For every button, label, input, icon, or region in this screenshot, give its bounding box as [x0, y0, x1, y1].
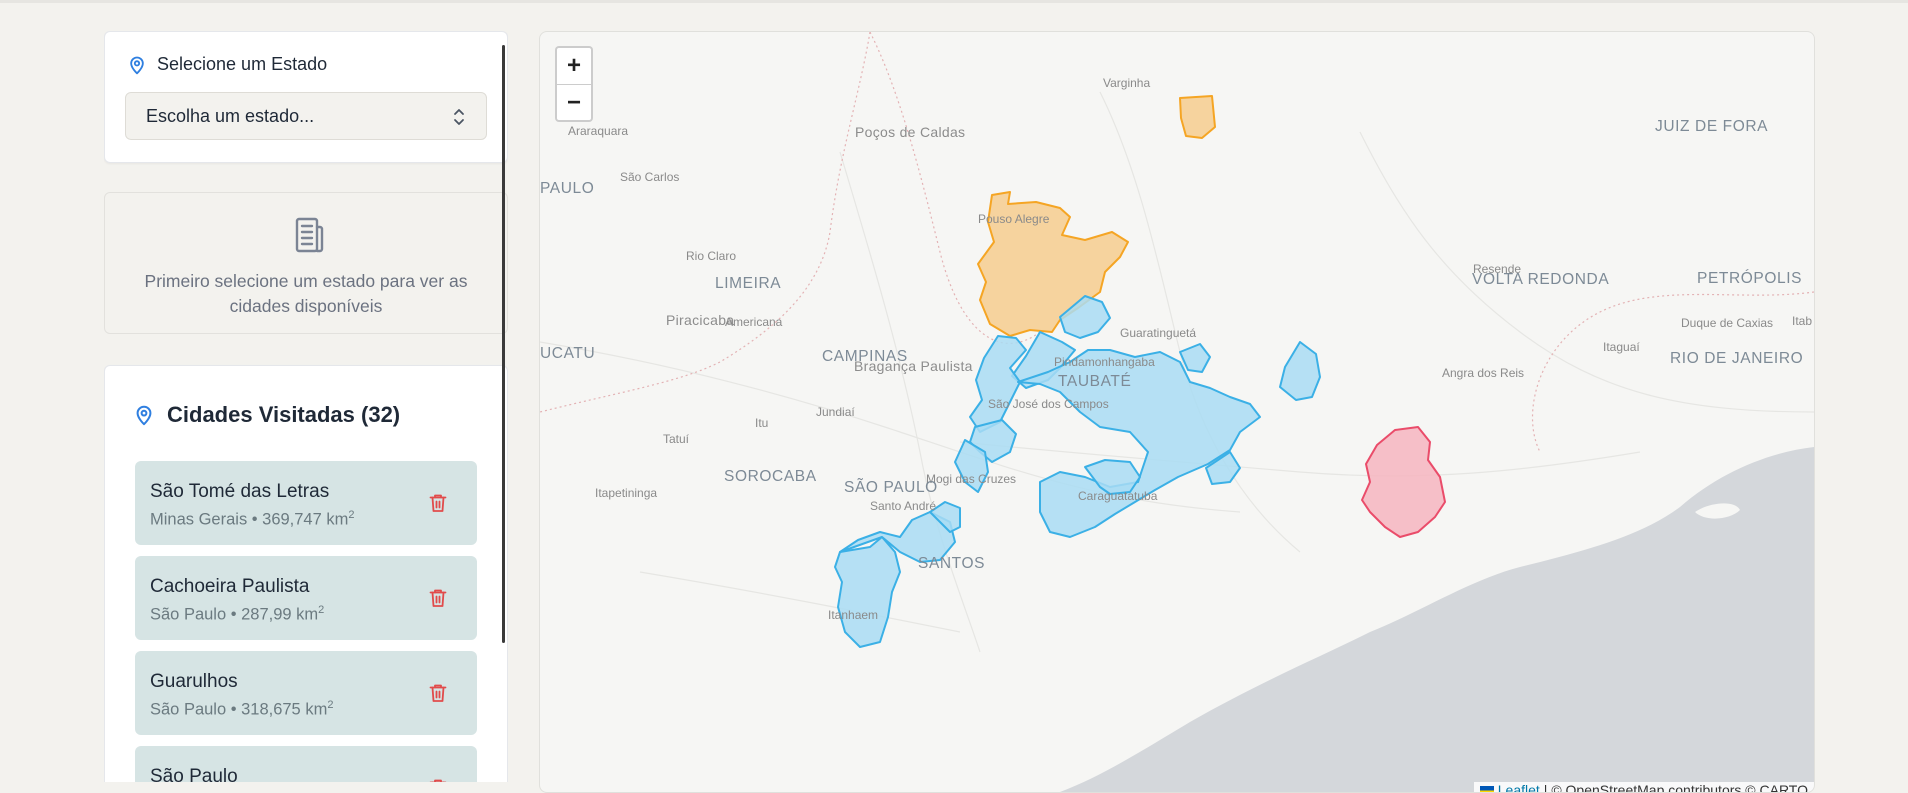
map-label-voltaredonda: VOLTA REDONDA [1472, 271, 1610, 288]
state-select[interactable]: Escolha um estado... [125, 92, 487, 140]
map-label-itab: Itab [1792, 314, 1813, 328]
visited-region-minas-gerais[interactable] [977, 191, 1129, 337]
map-label-pocos: Poços de Caldas [855, 124, 966, 140]
map-label-santoandre: Santo André [870, 499, 937, 513]
city-name: São Paulo [150, 766, 238, 782]
visited-region-sao-paulo[interactable] [1059, 295, 1111, 339]
map-label-saojosedoscampos: São José dos Campos [988, 397, 1109, 411]
city-meta: Minas Gerais • 369,747 km2 [150, 509, 355, 529]
map-attribution: Leaflet | © OpenStreetMap contributors ©… [1473, 782, 1814, 793]
map-label-araraquara: Araraquara [568, 124, 629, 138]
city-name: Guarulhos [150, 671, 238, 692]
map-label-petropolis: PETRÓPOLIS [1697, 270, 1803, 287]
map-pin-icon [130, 56, 144, 74]
chevron-up-down-icon [454, 109, 464, 125]
zoom-in-button[interactable]: + [557, 48, 591, 85]
visited-region-sao-paulo[interactable] [1205, 451, 1241, 485]
visited-region-sao-paulo[interactable] [954, 439, 989, 493]
map-container[interactable]: Varginha Araraquara Poços de Caldas JUIZ DE… [539, 31, 1815, 793]
map-label-rioclaro: Rio Claro [686, 249, 737, 263]
map-label-riodejaneiro: RIO DE JANEIRO [1670, 350, 1804, 367]
map-label-americana: Americana [725, 315, 783, 329]
map-label-jundiai: Jundiaí [816, 405, 855, 419]
visited-region-sao-paulo[interactable] [929, 501, 961, 533]
map-label-pindamonhangaba: Pindamonhangaba [1054, 355, 1155, 369]
map-label-piracicaba: Piracicaba [666, 312, 735, 328]
map-label-paulo: PAULO [540, 180, 595, 197]
visited-region-sao-paulo[interactable] [1017, 349, 1261, 538]
map-label-angradosreis: Angra dos Reis [1442, 366, 1525, 380]
city-item[interactable]: São Paulo [135, 746, 477, 782]
visited-region-sao-paulo[interactable] [969, 335, 1027, 433]
map-label-limeira: LIMEIRA [715, 275, 782, 292]
city-item[interactable]: Guarulhos São Paulo • 318,675 km2 [135, 651, 477, 735]
trash-icon[interactable] [429, 588, 447, 608]
map-label-santos: SANTOS [918, 555, 986, 572]
map-label-sorocaba: SOROCABA [724, 468, 817, 485]
visited-region-sao-paulo[interactable] [1179, 343, 1211, 373]
trash-icon[interactable] [429, 778, 447, 782]
attribution-text: | © OpenStreetMap contributors © CARTO [1543, 782, 1808, 793]
map-label-saocarlos: São Carlos [620, 170, 680, 184]
map-label-taubate: TAUBATÉ [1058, 373, 1132, 390]
ilhabela [1634, 531, 1655, 555]
info-panel: Primeiro selecione um estado para ver as… [104, 192, 508, 334]
map-label-itanhaem: Itanhaem [828, 608, 879, 622]
top-divider [0, 0, 1908, 3]
map-label-duquedecaxias: Duque de Caxias [1681, 316, 1774, 330]
visited-region-minas-gerais[interactable] [1179, 95, 1216, 139]
map-label-ucatu: UCATU [540, 345, 596, 362]
leaflet-link[interactable]: Leaflet [1497, 782, 1540, 793]
map-label-itu: Itu [755, 416, 769, 430]
map-label-saopaulo: SÃO PAULO [844, 479, 938, 496]
map-pin-icon [136, 405, 152, 426]
sidebar-scrollbar[interactable] [502, 45, 505, 643]
map-label-campinas: CAMPINAS [822, 348, 908, 365]
city-meta: São Paulo • 287,99 km2 [150, 604, 325, 624]
map-label-juizdefora: JUIZ DE FORA [1655, 118, 1769, 135]
map-label-resende: Resende [1473, 262, 1522, 276]
state-selector-card: Selecione um Estado Escolha um estado... [104, 31, 508, 163]
map-label-guaratingueta: Guaratinguetá [1120, 326, 1197, 340]
map-label-caraguatatuba: Caraguatatuba [1078, 489, 1158, 503]
state-selector-label-row: Selecione um Estado [127, 54, 327, 75]
info-message: Primeiro selecione um estado para ver as… [144, 271, 468, 316]
city-name: São Tomé das Letras [150, 481, 330, 502]
visited-cities-card: Cidades Visitadas (32) São Tomé das Letr… [104, 365, 508, 782]
map-label-itaguai: Itaguaí [1603, 340, 1640, 354]
city-name: Cachoeira Paulista [150, 576, 310, 597]
visited-region-sao-paulo[interactable] [1084, 459, 1141, 495]
state-selector-label: Selecione um Estado [157, 54, 328, 74]
ukraine-flag-icon [1479, 786, 1494, 792]
map-label-pousoalegre: Pouso Alegre [978, 212, 1050, 226]
map-label-varginha: Varginha [1103, 76, 1151, 90]
visited-cities-header: Cidades Visitadas (32) [133, 402, 400, 428]
visited-region-sao-paulo[interactable] [834, 536, 901, 648]
trash-icon[interactable] [429, 493, 447, 513]
ilha-grande [1695, 503, 1740, 519]
visited-cities-title: Cidades Visitadas (32) [167, 402, 401, 427]
zoom-control: + − [555, 46, 593, 122]
zoom-out-button[interactable]: − [566, 89, 581, 116]
city-meta: São Paulo • 318,675 km2 [150, 699, 334, 719]
map-label-tatui: Tatuí [663, 432, 690, 446]
city-item[interactable]: São Tomé das Letras Minas Gerais • 369,7… [135, 461, 477, 545]
city-item[interactable]: Cachoeira Paulista São Paulo • 287,99 km… [135, 556, 477, 640]
sidebar: Selecione um Estado Escolha um estado...… [104, 31, 508, 782]
visited-region-rio-de-janeiro[interactable] [1361, 426, 1446, 538]
trash-icon[interactable] [429, 683, 447, 703]
visited-region-sao-paulo[interactable] [1279, 341, 1321, 401]
map-label-braganca: Bragança Paulista [854, 358, 973, 374]
map-label-mogidascruzes: Mogi das Cruzes [926, 472, 1017, 486]
map-label-itapetininga: Itapetininga [595, 486, 658, 500]
ocean [1060, 447, 1814, 792]
building-icon [295, 217, 324, 253]
visited-regions[interactable] [540, 32, 1814, 792]
state-select-value: Escolha um estado... [146, 105, 315, 126]
